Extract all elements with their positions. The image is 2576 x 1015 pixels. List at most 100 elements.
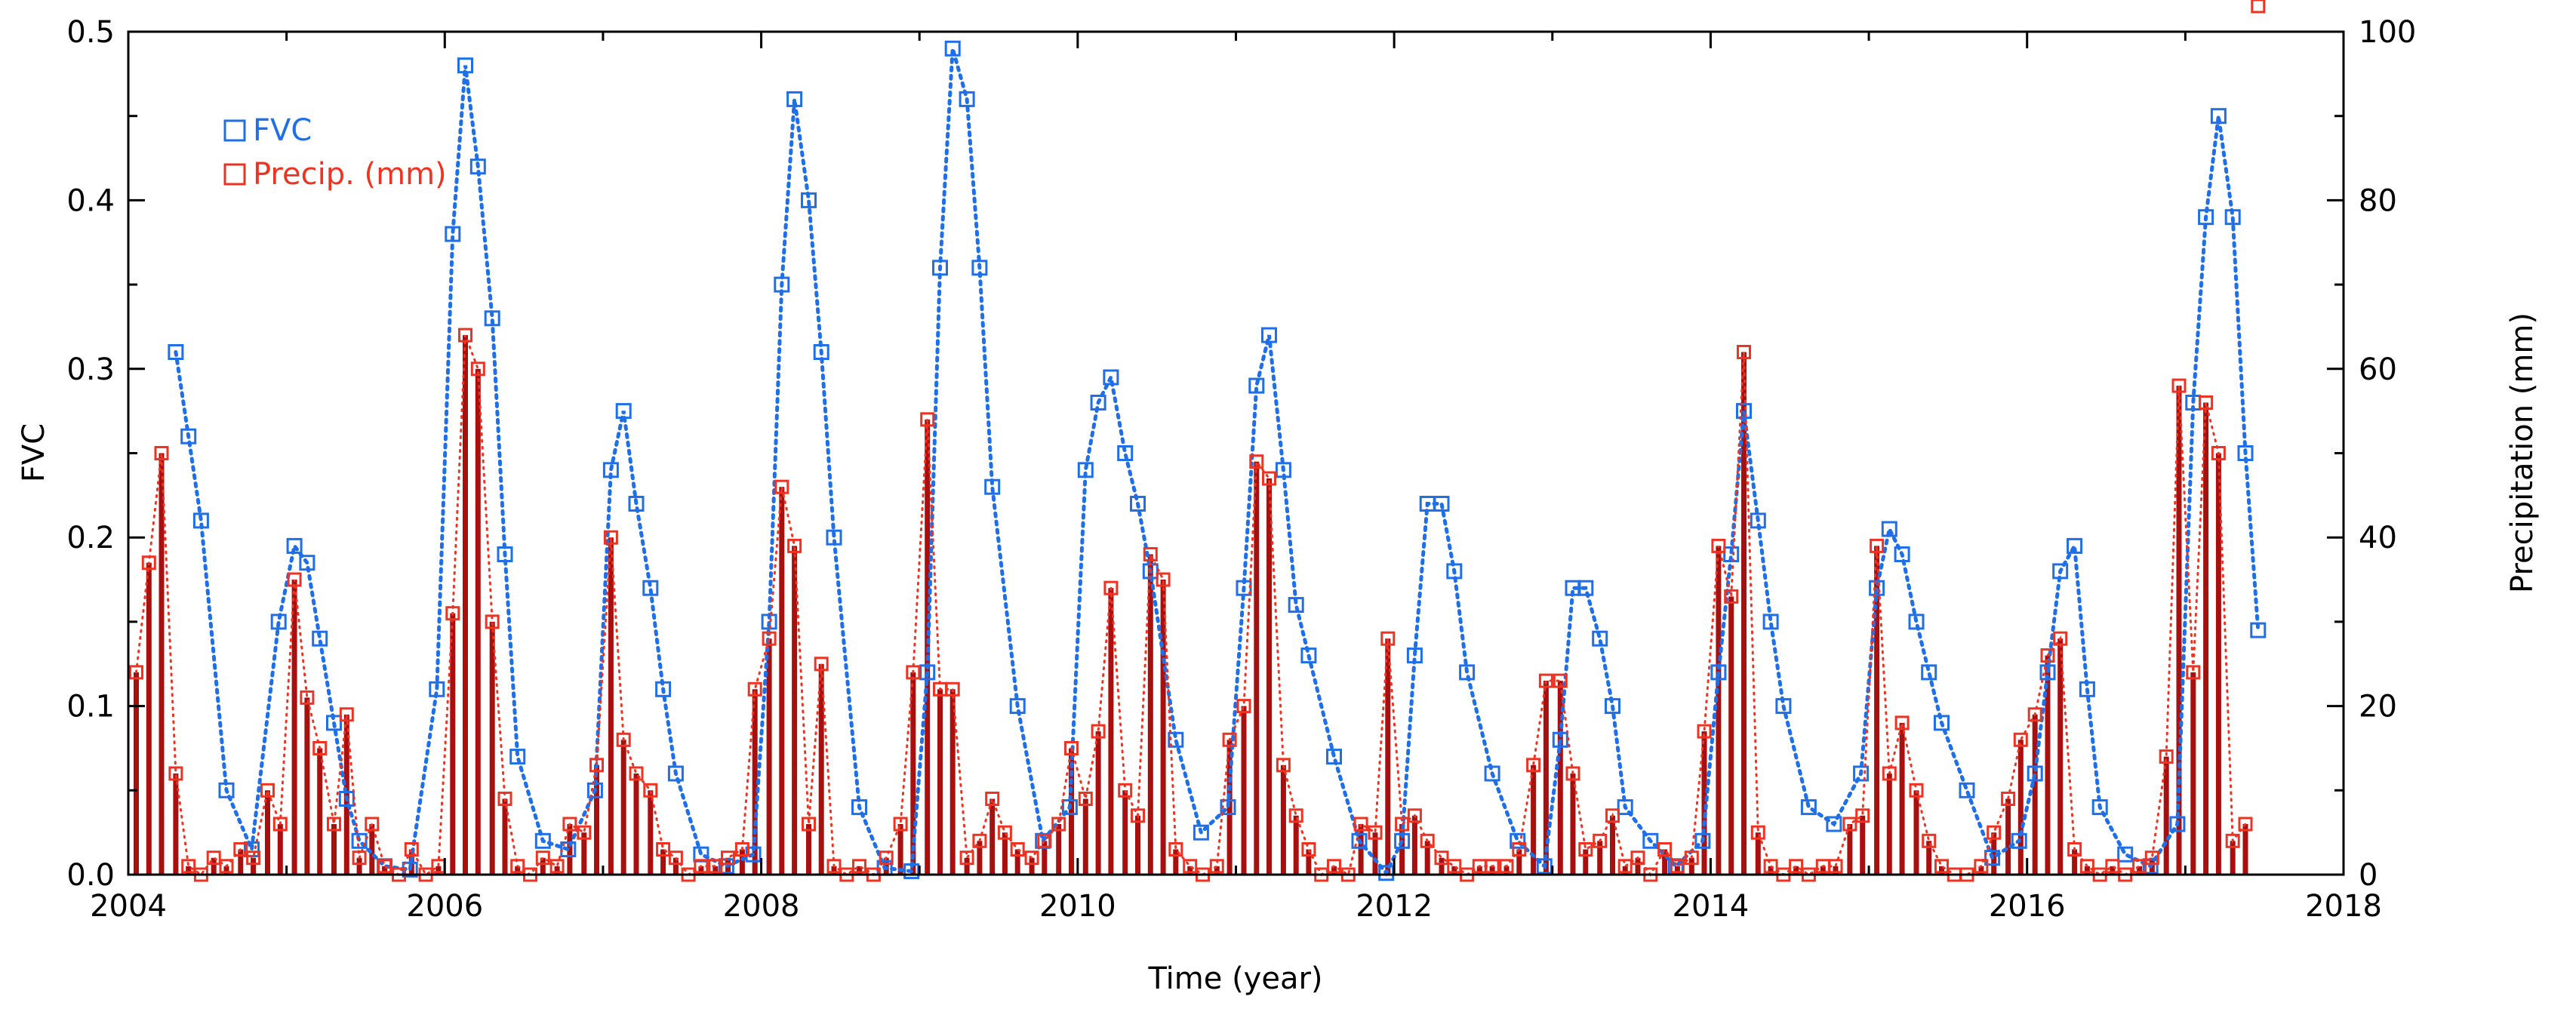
precip-bar <box>1122 790 1128 875</box>
precip-point <box>1143 547 1158 561</box>
precip-bar <box>792 546 798 875</box>
precip-point <box>774 479 789 494</box>
precip-point <box>668 850 683 866</box>
fvc-point <box>2198 209 2214 226</box>
x-tick-label: 2004 <box>90 889 167 924</box>
y2-axis-title: Precipitation (mm) <box>2505 312 2540 593</box>
precip-bar <box>1439 857 1445 875</box>
precip-point <box>2225 833 2240 848</box>
precip-bar <box>502 798 508 875</box>
precip-bar <box>1728 596 1734 875</box>
precip-point <box>997 825 1012 840</box>
fvc-point <box>826 529 842 546</box>
precip-bar <box>1610 815 1615 875</box>
y-tick-label: 0.2 <box>66 521 115 555</box>
legend: FVC Precip. (mm) <box>223 113 447 192</box>
precip-point <box>181 859 196 874</box>
precip-bar <box>977 841 983 875</box>
precip-bar <box>343 714 349 875</box>
precip-point <box>246 850 261 866</box>
precip-bar <box>291 580 297 875</box>
fvc-point <box>1103 369 1119 386</box>
x-tick-label: 2008 <box>723 889 800 924</box>
fvc-point <box>270 614 287 630</box>
fvc-point <box>586 782 603 798</box>
precip-point <box>1512 842 1527 857</box>
precip-point <box>959 850 974 866</box>
fvc-point <box>1934 715 1950 731</box>
precip-point <box>1156 572 1171 587</box>
fvc-point <box>1800 799 1817 816</box>
precip-point <box>2027 707 2042 722</box>
precip-point <box>1037 833 1052 848</box>
precip-point <box>747 681 762 697</box>
precip-point <box>2053 631 2068 646</box>
precip-bar <box>672 857 679 875</box>
y-axis-right: 0 20 40 60 80 100 <box>2327 15 2416 893</box>
fvc-point <box>1220 799 1236 816</box>
fvc-point <box>1433 496 1450 512</box>
precip-point <box>219 859 234 874</box>
precip-bar <box>1701 731 1707 875</box>
x-tick-label: 2006 <box>406 889 483 924</box>
fvc-point <box>484 310 500 327</box>
precip-bars <box>134 335 2248 875</box>
precip-bar <box>2203 402 2209 875</box>
precip-point <box>404 842 419 857</box>
precip-point <box>1301 842 1316 857</box>
precip-bar <box>1688 857 1694 875</box>
precip-bar <box>1014 849 1020 875</box>
precip-point <box>287 572 302 587</box>
precip-point <box>1894 715 1910 730</box>
fvc-point <box>1351 832 1368 849</box>
precip-bar <box>818 663 824 875</box>
precip-point <box>826 859 842 874</box>
precip-point <box>1103 580 1119 595</box>
precip-bar <box>1476 866 1482 875</box>
fvc-point <box>1869 580 1885 596</box>
precip-bar <box>567 824 573 875</box>
precip-point <box>708 859 723 874</box>
fvc-point <box>761 614 777 630</box>
precip-point <box>1870 538 1885 553</box>
y2-tick-label: 60 <box>2359 352 2397 387</box>
precip-point <box>2013 732 2028 747</box>
precip-bar <box>450 613 456 875</box>
precip-point <box>1828 859 1843 874</box>
y-tick-label: 0.4 <box>66 183 115 218</box>
precip-point <box>814 657 829 672</box>
fvc-point <box>984 478 1001 495</box>
fvc-point <box>2237 445 2254 461</box>
fvc-point <box>497 546 513 562</box>
precip-point <box>377 859 392 874</box>
fvc-point <box>1090 395 1106 411</box>
precip-bar <box>1160 580 1166 875</box>
y-tick-label: 0.3 <box>66 352 115 387</box>
precip-point <box>1697 724 1712 739</box>
precip-point <box>562 817 577 832</box>
precip-point <box>2238 817 2253 832</box>
precip-bar <box>223 866 229 875</box>
fvc-point <box>919 664 936 681</box>
precip-point <box>1855 808 1870 823</box>
precip-point <box>1763 859 1778 874</box>
precip-bar <box>317 748 323 875</box>
fvc-point <box>667 765 684 782</box>
precip-bar <box>2084 866 2090 875</box>
precip-bar <box>1635 857 1641 875</box>
precip-bar <box>910 672 916 875</box>
precip-point <box>734 842 749 857</box>
precip-point <box>906 665 921 680</box>
precip-point <box>589 758 604 773</box>
fvc-point <box>168 344 184 360</box>
precip-bar <box>1489 866 1495 875</box>
precip-bar <box>608 537 614 875</box>
x-tick-label: 2010 <box>1039 889 1116 924</box>
fvc-point <box>2250 622 2267 638</box>
precip-bar <box>2005 798 2011 875</box>
precip-bar <box>2163 756 2169 875</box>
fvc-point <box>903 863 920 879</box>
y2-tick-label: 20 <box>2359 690 2397 724</box>
precip-point <box>2132 859 2147 874</box>
